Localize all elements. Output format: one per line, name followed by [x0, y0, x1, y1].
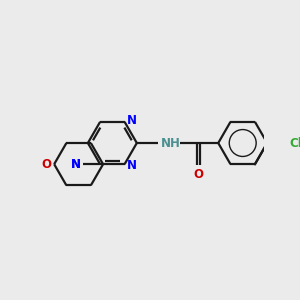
Text: Cl: Cl	[290, 136, 300, 149]
Text: N: N	[127, 159, 137, 172]
Text: NH: NH	[161, 136, 181, 149]
Text: O: O	[41, 158, 52, 171]
Text: N: N	[71, 158, 81, 171]
Text: O: O	[193, 168, 203, 181]
Text: N: N	[71, 158, 81, 171]
Text: N: N	[127, 114, 137, 128]
